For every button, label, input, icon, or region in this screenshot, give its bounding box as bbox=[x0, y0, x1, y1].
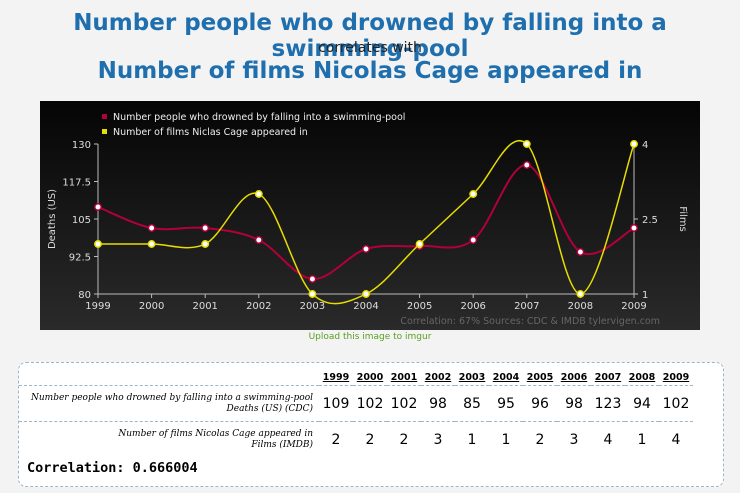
row-label-line: Deaths (US) (CDC) bbox=[226, 403, 313, 414]
data-point bbox=[201, 240, 210, 248]
table-cell: 98 bbox=[565, 395, 583, 412]
upload-image-link[interactable]: Upload this image to imgur bbox=[308, 332, 432, 342]
table-cell: 1 bbox=[467, 431, 477, 448]
data-point bbox=[308, 275, 317, 283]
data-point bbox=[147, 240, 156, 248]
legend-label: Number of films Niclas Cage appeared in bbox=[113, 127, 308, 138]
correlation-value: Correlation: 0.666004 bbox=[27, 460, 198, 476]
table-cell: 1 bbox=[637, 431, 647, 448]
year-header: 2001 bbox=[390, 372, 418, 383]
x-tick-label: 2005 bbox=[407, 301, 432, 312]
row-label-line: Number of films Nicolas Cage appeared in bbox=[118, 428, 313, 439]
series-line bbox=[97, 164, 635, 281]
y-axis-label-left: Deaths (US) bbox=[47, 189, 58, 249]
y-tick-label-left: 117.5 bbox=[62, 178, 91, 189]
data-point bbox=[522, 161, 531, 169]
table-cell: 102 bbox=[356, 395, 384, 412]
table-cell: 4 bbox=[671, 431, 681, 448]
year-header: 2006 bbox=[560, 372, 588, 383]
table-cell: 3 bbox=[433, 431, 443, 448]
table-cell: 109 bbox=[322, 395, 350, 412]
legend-swatch bbox=[102, 114, 107, 119]
data-point bbox=[630, 224, 638, 232]
y-tick-label-left: 92.5 bbox=[69, 253, 91, 264]
table-cell: 2 bbox=[365, 431, 375, 448]
data-point bbox=[94, 240, 102, 248]
chart-panel: 80 92.5 105 117.5 130 1 2.5 4 1999 2000 2001 2002 20… bbox=[40, 101, 700, 330]
table-cell: 95 bbox=[497, 395, 515, 412]
year-header: 2005 bbox=[526, 372, 554, 383]
year-header: 2004 bbox=[492, 372, 520, 383]
x-tick-label: 1999 bbox=[85, 301, 110, 312]
table-header-row: 1999 2000 2001 2002 2003 2004 2005 2006 … bbox=[19, 363, 693, 386]
table-row: Number people who drowned by falling int… bbox=[19, 385, 693, 422]
y-tick-label-left: 130 bbox=[72, 140, 91, 151]
x-tick-label: 2003 bbox=[300, 301, 325, 312]
table-cell: 2 bbox=[331, 431, 341, 448]
y-tick-label-right: 4 bbox=[642, 140, 648, 151]
table-row: Number of films Nicolas Cage appeared in… bbox=[19, 421, 693, 458]
data-point bbox=[362, 245, 370, 253]
y-tick-label-right: 1 bbox=[642, 290, 648, 301]
table-cell: 85 bbox=[463, 395, 481, 412]
table-cell: 4 bbox=[603, 431, 613, 448]
legend-label: Number people who drowned by falling int… bbox=[113, 112, 405, 123]
data-point bbox=[415, 240, 424, 248]
year-header: 2007 bbox=[594, 372, 622, 383]
year-header: 2008 bbox=[628, 372, 656, 383]
x-tick-label: 2002 bbox=[246, 301, 271, 312]
x-tick-label: 2008 bbox=[568, 301, 593, 312]
data-table: 1999 2000 2001 2002 2003 2004 2005 2006 … bbox=[19, 363, 693, 458]
row-label-drownings: Number people who drowned by falling int… bbox=[19, 386, 319, 422]
x-tick-label: 2007 bbox=[514, 301, 539, 312]
y-axis-label-right: Films bbox=[677, 206, 688, 232]
y-tick-label-left: 80 bbox=[78, 290, 91, 301]
table-cell: 94 bbox=[633, 395, 651, 412]
year-header: 2002 bbox=[424, 372, 452, 383]
data-point bbox=[630, 140, 638, 148]
row-label-line: Number people who drowned by falling int… bbox=[31, 392, 313, 403]
data-table-panel: 1999 2000 2001 2002 2003 2004 2005 2006 … bbox=[18, 362, 724, 487]
data-point bbox=[576, 248, 585, 256]
chart-credits: Correlation: 67% Sources: CDC & IMDB tyl… bbox=[400, 316, 660, 327]
x-tick-label: 2009 bbox=[621, 301, 646, 312]
data-point bbox=[469, 190, 478, 198]
data-point bbox=[201, 224, 210, 232]
table-cell: 1 bbox=[501, 431, 511, 448]
legend-swatch bbox=[102, 129, 107, 134]
chart-svg: 80 92.5 105 117.5 130 1 2.5 4 1999 2000 2001 2002 20… bbox=[40, 101, 700, 330]
data-point bbox=[522, 140, 531, 148]
table-cell: 102 bbox=[662, 395, 690, 412]
row-label-line: Films (IMDB) bbox=[251, 439, 313, 450]
data-point bbox=[362, 290, 370, 298]
year-header: 2003 bbox=[458, 372, 486, 383]
chart-subtitle: correlates with bbox=[318, 40, 422, 56]
x-tick-label: 2001 bbox=[192, 301, 217, 312]
data-point bbox=[94, 203, 102, 211]
y-tick-label-right: 2.5 bbox=[642, 215, 658, 226]
chart-title-secondary: Number of films Nicolas Cage appeared in bbox=[97, 58, 643, 84]
row-label-films: Number of films Nicolas Cage appeared in… bbox=[19, 422, 319, 458]
chart-title-primary: Number people who drowned by falling int… bbox=[73, 10, 667, 62]
year-header: 2000 bbox=[356, 372, 384, 383]
data-point bbox=[576, 290, 585, 298]
table-cell: 98 bbox=[429, 395, 447, 412]
data-point bbox=[254, 190, 263, 198]
year-header: 2009 bbox=[662, 372, 690, 383]
data-point bbox=[254, 236, 263, 244]
table-cell: 3 bbox=[569, 431, 579, 448]
data-point bbox=[469, 236, 478, 244]
year-header: 1999 bbox=[322, 372, 350, 383]
table-cell: 2 bbox=[535, 431, 545, 448]
data-point bbox=[147, 224, 156, 232]
table-cell: 123 bbox=[594, 395, 622, 412]
table-cell: 96 bbox=[531, 395, 549, 412]
table-cell: 102 bbox=[390, 395, 418, 412]
x-tick-label: 2006 bbox=[460, 301, 485, 312]
table-cell: 2 bbox=[399, 431, 409, 448]
x-tick-label: 2004 bbox=[353, 301, 378, 312]
y-tick-label-left: 105 bbox=[72, 215, 91, 226]
data-point bbox=[308, 290, 317, 298]
x-tick-label: 2000 bbox=[139, 301, 164, 312]
